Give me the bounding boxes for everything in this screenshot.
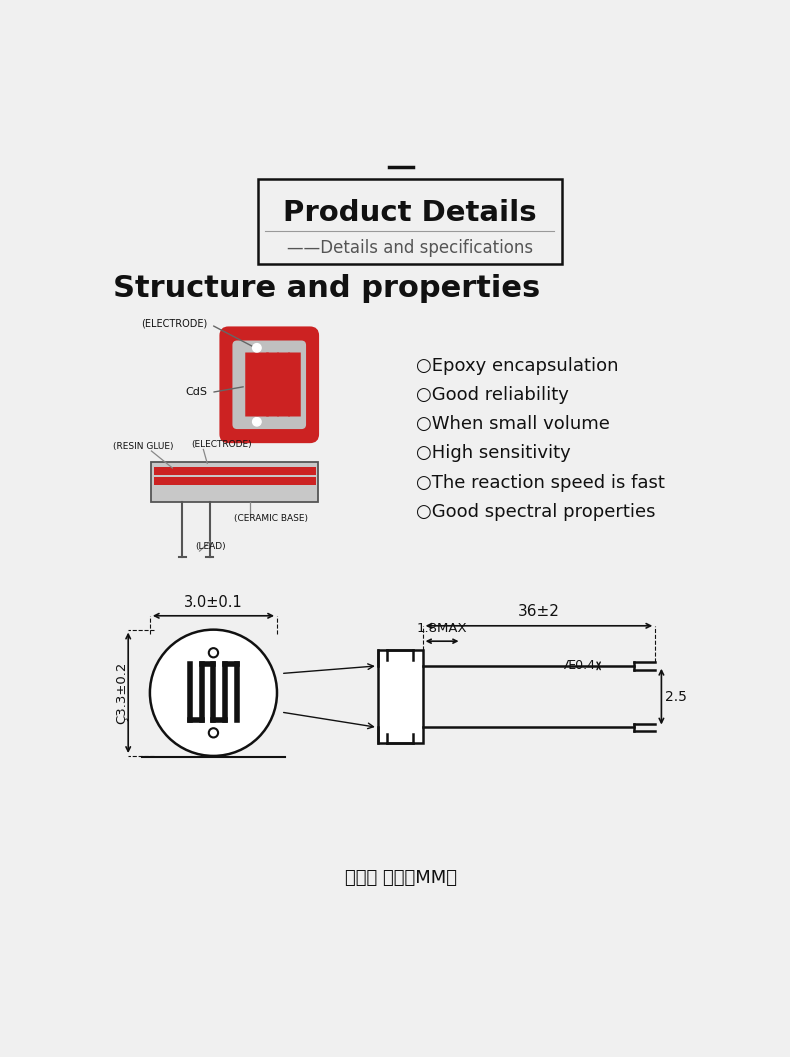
Text: Product Details: Product Details <box>283 199 536 227</box>
Text: (ELECTRODE): (ELECTRODE) <box>141 318 207 328</box>
Circle shape <box>209 648 218 657</box>
Text: ○Epoxy encapsulation: ○Epoxy encapsulation <box>416 356 619 374</box>
Text: (CERAMIC BASE): (CERAMIC BASE) <box>235 515 308 523</box>
Text: ——Details and specifications: ——Details and specifications <box>287 239 533 257</box>
Bar <box>152 462 318 502</box>
Text: 2.5: 2.5 <box>665 689 687 704</box>
Text: 36±2: 36±2 <box>518 604 560 618</box>
FancyBboxPatch shape <box>232 340 306 429</box>
Circle shape <box>253 418 261 426</box>
Circle shape <box>150 630 277 756</box>
FancyBboxPatch shape <box>221 328 318 442</box>
Bar <box>258 180 562 264</box>
Text: Æ0.4: Æ0.4 <box>564 660 596 672</box>
Text: (LEAD): (LEAD) <box>196 542 226 551</box>
Text: ○Good reliability: ○Good reliability <box>416 386 570 404</box>
Circle shape <box>253 344 261 352</box>
Text: ○High sensitivity: ○High sensitivity <box>416 444 571 462</box>
Text: (ELECTRODE): (ELECTRODE) <box>192 441 252 449</box>
Bar <box>378 650 423 743</box>
Bar <box>154 477 316 485</box>
Text: 3.0±0.1: 3.0±0.1 <box>184 595 243 610</box>
Text: 单位： 毫米（MM）: 单位： 毫米（MM） <box>345 869 457 887</box>
Text: ○When small volume: ○When small volume <box>416 415 611 433</box>
Text: Ç3.3±0.2: Ç3.3±0.2 <box>115 662 129 724</box>
Text: (RESIN GLUE): (RESIN GLUE) <box>113 442 173 451</box>
Text: ○Good spectral properties: ○Good spectral properties <box>416 503 656 521</box>
Text: ○The reaction speed is fast: ○The reaction speed is fast <box>416 474 665 492</box>
Text: Structure and properties: Structure and properties <box>113 274 540 303</box>
Circle shape <box>209 728 218 738</box>
Text: 1.8MAX: 1.8MAX <box>417 622 468 635</box>
Bar <box>154 467 316 475</box>
Text: CdS: CdS <box>185 388 207 397</box>
